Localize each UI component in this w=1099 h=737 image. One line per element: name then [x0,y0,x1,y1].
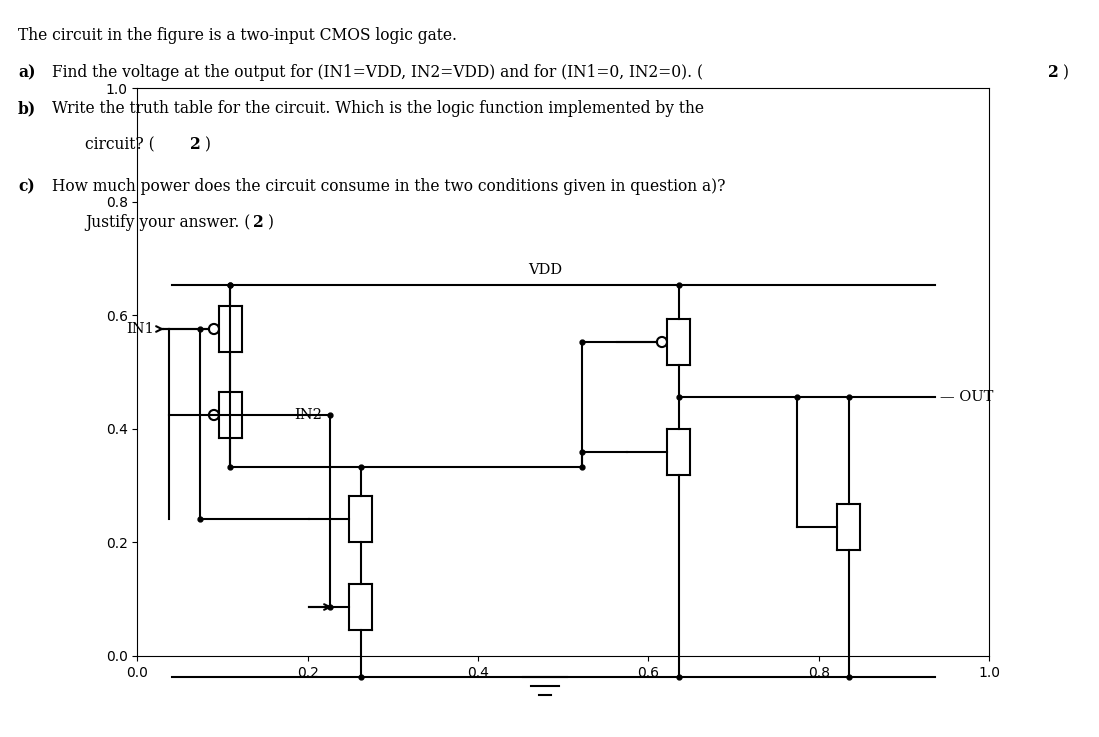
Text: Write the truth table for the circuit. Which is the logic function implemented b: Write the truth table for the circuit. W… [52,100,704,117]
Text: 2: 2 [190,136,201,153]
Text: ): ) [1063,64,1069,81]
Text: b): b) [18,100,36,117]
Text: a): a) [18,64,35,81]
Text: 2: 2 [1048,64,1058,81]
Text: 2: 2 [253,214,264,231]
Text: How much power does the circuit consume in the two conditions given in question : How much power does the circuit consume … [52,178,725,195]
Text: c): c) [18,178,35,195]
Text: ): ) [268,214,274,231]
Text: circuit? (: circuit? ( [85,136,155,153]
Text: VDD: VDD [528,263,562,277]
Text: ): ) [206,136,211,153]
Text: Justify your answer. (: Justify your answer. ( [85,214,251,231]
Text: IN2: IN2 [295,408,322,422]
Text: — OUT: — OUT [940,390,993,404]
Text: Find the voltage at the output for (IN1=VDD, IN2=VDD) and for (IN1=0, IN2=0). (: Find the voltage at the output for (IN1=… [52,64,703,81]
Text: The circuit in the figure is a two-input CMOS logic gate.: The circuit in the figure is a two-input… [18,27,457,44]
Text: IN1: IN1 [126,322,154,336]
